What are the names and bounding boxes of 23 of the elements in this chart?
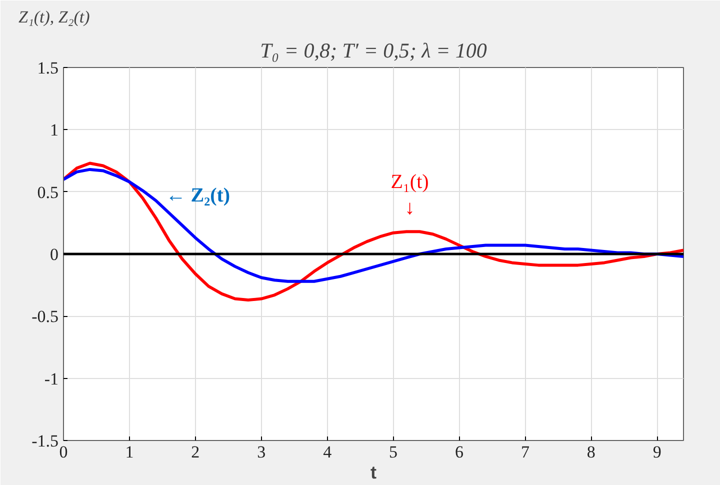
y-axis-title: Z₁(t), Z₂(t) [18, 8, 90, 26]
x-tick-label: 4 [323, 442, 332, 462]
x-tick-label: 7 [520, 442, 530, 462]
x-tick-label: 9 [652, 442, 662, 462]
x-tick-label: 8 [586, 442, 596, 462]
y-tick-label: 0 [50, 245, 58, 264]
x-tick-label: 6 [454, 442, 464, 462]
y-tick-label: 0.5 [37, 182, 58, 202]
annotation: ← Z₂(t) [166, 184, 230, 207]
y-tick-label: 1.5 [37, 58, 58, 78]
y-tick-label: -1 [44, 369, 59, 388]
x-axis-title: t [370, 462, 377, 482]
x-tick-label: 3 [257, 442, 266, 462]
y-tick-label: 1 [50, 120, 58, 140]
y-tick-label: -0.5 [32, 307, 59, 326]
annotation: Z₁(t) ↓ [390, 170, 429, 220]
chart-title: T₀ = 0,8; T′ = 0,5; λ = 100 [260, 38, 488, 62]
line-series [64, 162, 684, 302]
line-series [64, 168, 684, 283]
y-tick-label: -1.5 [32, 432, 59, 450]
x-tick-label: 1 [125, 442, 134, 462]
x-tick-label: 2 [191, 442, 200, 462]
x-tick-label: 5 [389, 442, 398, 462]
